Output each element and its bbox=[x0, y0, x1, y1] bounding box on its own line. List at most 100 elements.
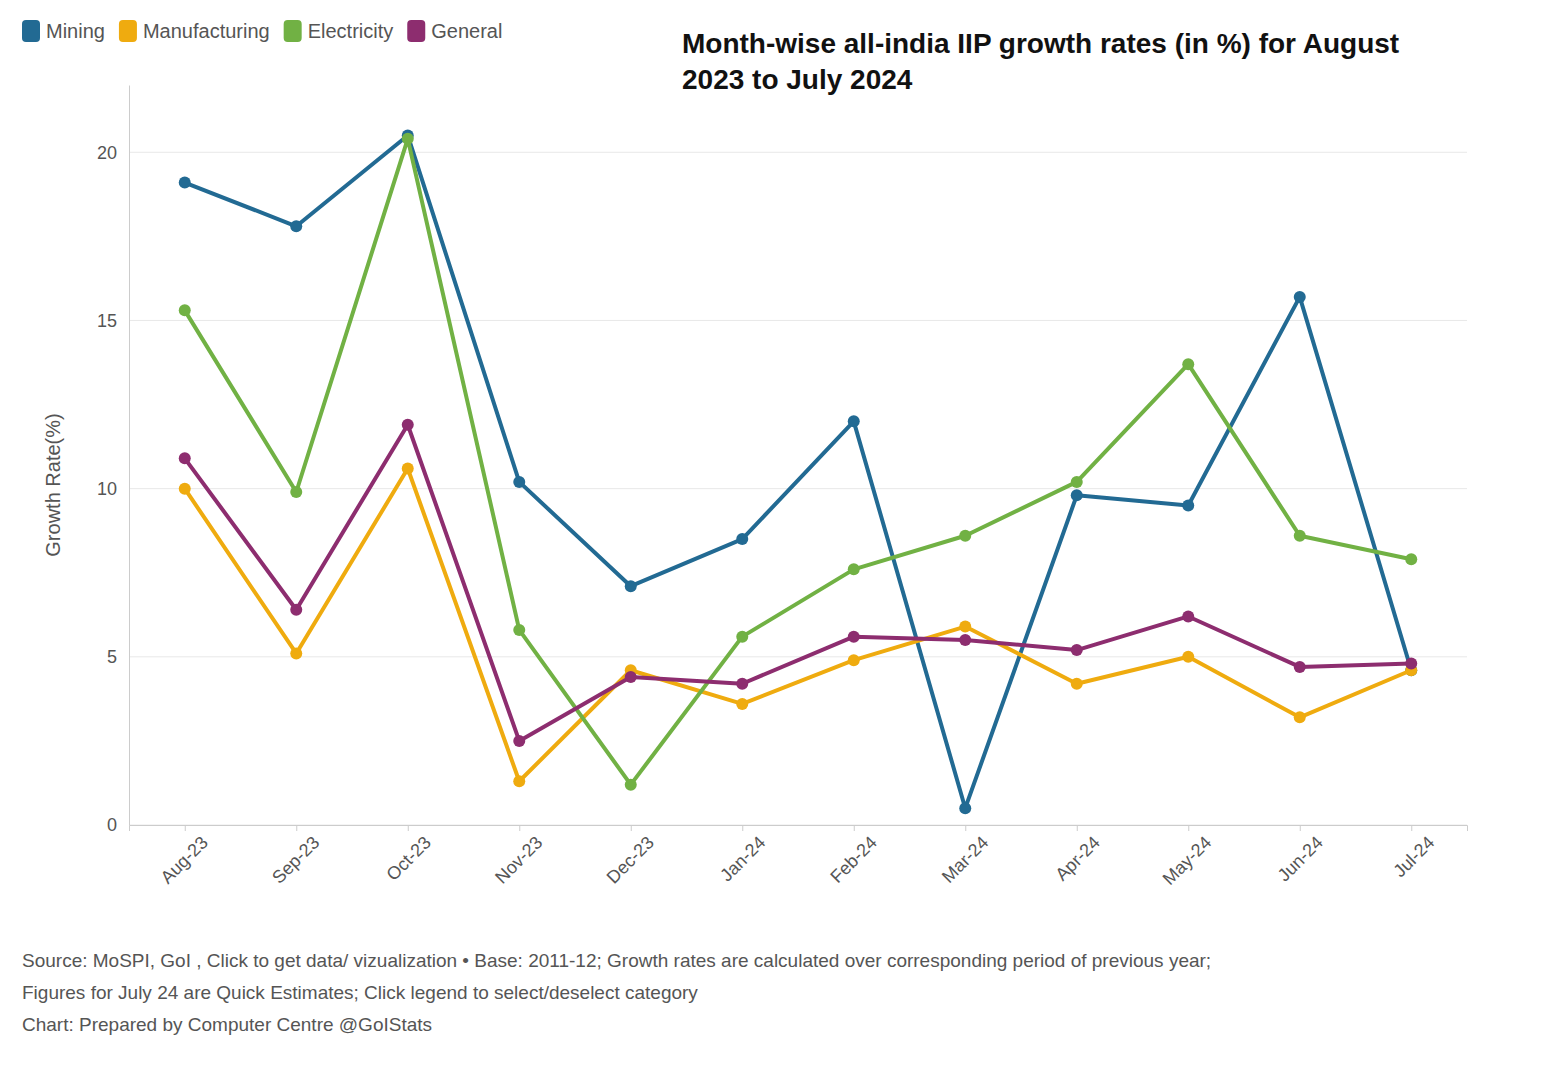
series-point bbox=[736, 533, 748, 545]
x-tick-mark bbox=[1300, 825, 1301, 831]
series-point bbox=[513, 476, 525, 488]
x-tick-label: Feb-24 bbox=[826, 832, 880, 886]
legend-swatch bbox=[119, 20, 137, 42]
y-tick-label: 0 bbox=[107, 815, 117, 835]
x-tick: Aug-23 bbox=[157, 825, 212, 888]
plot-area bbox=[179, 129, 1418, 814]
series-point bbox=[1182, 651, 1194, 663]
x-tick-mark bbox=[1188, 825, 1189, 831]
y-tick: 15 bbox=[97, 311, 129, 331]
series-point bbox=[179, 304, 191, 316]
series-point bbox=[625, 580, 637, 592]
y-tick: 0 bbox=[107, 815, 129, 835]
footer-note: Figures for July 24 are Quick Estimates;… bbox=[22, 982, 698, 1003]
legend: Mining Manufacturing Electricity General bbox=[22, 20, 502, 42]
x-tick-label: May-24 bbox=[1159, 832, 1216, 889]
x-tick-mark bbox=[185, 825, 186, 831]
series-point bbox=[959, 802, 971, 814]
series-point bbox=[848, 654, 860, 666]
x-tick: Jun-24 bbox=[1274, 825, 1327, 885]
x-tick-label: Oct-23 bbox=[382, 832, 434, 884]
legend-swatch bbox=[284, 20, 302, 42]
legend-item[interactable]: Mining bbox=[22, 20, 105, 42]
series-point bbox=[848, 563, 860, 575]
series-point bbox=[290, 604, 302, 616]
x-tick-mark bbox=[1411, 825, 1412, 831]
x-tick-mark bbox=[408, 825, 409, 831]
series-point bbox=[179, 452, 191, 464]
x-tick: Sep-23 bbox=[268, 825, 323, 888]
y-tick-label: 20 bbox=[97, 143, 117, 163]
series-point bbox=[290, 220, 302, 232]
grid-line bbox=[129, 656, 1467, 657]
y-tick: 5 bbox=[107, 647, 129, 667]
series-point bbox=[1294, 711, 1306, 723]
y-tick-label: 15 bbox=[97, 311, 117, 331]
legend-label: Mining bbox=[46, 20, 105, 42]
chart-title: Month-wise all-india IIP growth rates (i… bbox=[682, 26, 1442, 98]
x-tick: Jan-24 bbox=[716, 825, 769, 885]
series-point bbox=[1182, 358, 1194, 370]
series-point bbox=[179, 177, 191, 189]
legend-label: General bbox=[431, 20, 502, 42]
x-tick-label: Mar-24 bbox=[938, 832, 992, 886]
series-point bbox=[1182, 499, 1194, 511]
x-tick: Apr-24 bbox=[1051, 825, 1103, 885]
series-point bbox=[1071, 678, 1083, 690]
series-point bbox=[959, 530, 971, 542]
series-point bbox=[402, 419, 414, 431]
x-tick-label: Aug-23 bbox=[157, 832, 212, 887]
series-point bbox=[402, 133, 414, 145]
x-tick-mark bbox=[1077, 825, 1078, 831]
x-tick-label: Apr-24 bbox=[1051, 832, 1103, 884]
series-point bbox=[1294, 291, 1306, 303]
series-point bbox=[736, 631, 748, 643]
x-tick-label: Jul-24 bbox=[1390, 832, 1439, 881]
series-point bbox=[1405, 553, 1417, 565]
series-point bbox=[1071, 476, 1083, 488]
series-point bbox=[736, 678, 748, 690]
y-tick: 20 bbox=[97, 143, 129, 163]
series-point bbox=[736, 698, 748, 710]
y-tick: 10 bbox=[97, 479, 129, 499]
series-point bbox=[848, 631, 860, 643]
x-tick-mark bbox=[296, 825, 297, 831]
x-tick: Feb-24 bbox=[826, 825, 880, 887]
grid-line bbox=[129, 152, 1467, 153]
legend-item[interactable]: Manufacturing bbox=[119, 20, 270, 42]
series-point bbox=[625, 671, 637, 683]
legend-swatch bbox=[407, 20, 425, 42]
x-tick-mark bbox=[965, 825, 966, 831]
series-point bbox=[513, 624, 525, 636]
grid-line bbox=[129, 320, 1467, 321]
series-point bbox=[513, 775, 525, 787]
legend-item[interactable]: General bbox=[407, 20, 502, 42]
series-point bbox=[402, 462, 414, 474]
series-line bbox=[185, 135, 1412, 808]
x-tick-mark bbox=[519, 825, 520, 831]
x-tick: Jul-24 bbox=[1390, 825, 1439, 881]
series-point bbox=[513, 735, 525, 747]
series-point bbox=[1405, 658, 1417, 670]
y-axis-line bbox=[129, 86, 130, 826]
x-tick: Dec-23 bbox=[603, 825, 658, 888]
legend-swatch bbox=[22, 20, 40, 42]
y-axis-title: Growth Rate(%) bbox=[42, 413, 64, 556]
x-tick-label: Sep-23 bbox=[268, 832, 323, 887]
series-point bbox=[1182, 610, 1194, 622]
footer: Source: MoSPI, GoI , Click to get data/ … bbox=[22, 950, 1211, 1035]
grid-line bbox=[129, 488, 1467, 489]
chart-svg: 05101520Aug-23Sep-23Oct-23Nov-23Dec-23Ja… bbox=[0, 0, 1566, 1076]
series-point bbox=[1071, 644, 1083, 656]
series-point bbox=[1071, 489, 1083, 501]
series-point bbox=[625, 779, 637, 791]
x-tick: Oct-23 bbox=[382, 825, 434, 885]
grid bbox=[129, 152, 1467, 825]
series-point bbox=[1294, 661, 1306, 673]
series-point bbox=[959, 621, 971, 633]
legend-item[interactable]: Electricity bbox=[284, 20, 394, 42]
x-tick-label: Jun-24 bbox=[1274, 832, 1327, 885]
series-line bbox=[185, 139, 1412, 785]
series-point bbox=[179, 483, 191, 495]
footer-note: Source: MoSPI, GoI , Click to get data/ … bbox=[22, 950, 1211, 971]
